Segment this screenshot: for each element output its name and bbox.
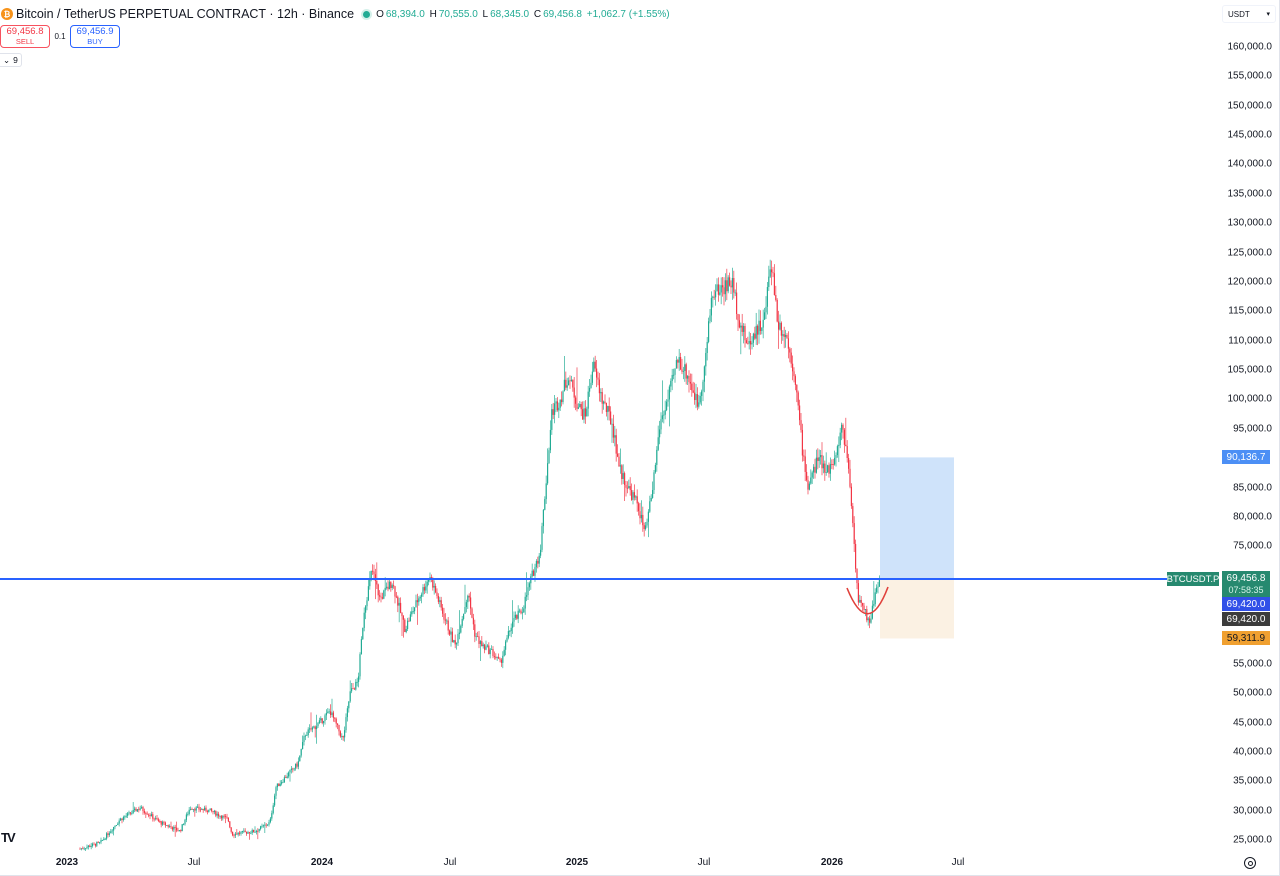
close-value: 69,456.8 xyxy=(543,8,582,20)
price-tick: 25,000.0 xyxy=(1233,834,1272,846)
change-value: +1,062.7 (+1.55%) xyxy=(586,8,670,20)
stop-zone[interactable] xyxy=(880,579,954,639)
price-tick: 160,000.0 xyxy=(1227,41,1273,53)
last-price-label: 69,456.8 xyxy=(1222,571,1270,585)
target-zone[interactable] xyxy=(880,457,954,579)
price-tick: 55,000.0 xyxy=(1233,658,1272,670)
price-tick: 125,000.0 xyxy=(1227,247,1273,259)
price-tick: 35,000.0 xyxy=(1233,775,1272,787)
buy-button[interactable]: 69,456.9 BUY xyxy=(70,25,120,48)
currency-value: USDT xyxy=(1228,9,1250,19)
indicator-count: 9 xyxy=(13,55,18,65)
time-tick: 2023 xyxy=(55,857,79,868)
time-tick: Jul xyxy=(187,857,201,868)
buy-label: BUY xyxy=(87,36,103,46)
price-tick: 115,000.0 xyxy=(1228,305,1272,317)
high-label: H xyxy=(429,8,437,20)
close-label: C xyxy=(533,8,542,20)
caret-down-icon: ▾ xyxy=(1266,11,1270,18)
sell-price: 69,456.8 xyxy=(6,25,44,37)
price-tick: 30,000.0 xyxy=(1233,805,1272,817)
price-tick: 110,000.0 xyxy=(1228,335,1272,347)
settings-icon[interactable] xyxy=(1244,857,1256,869)
time-tick: 2026 xyxy=(820,857,844,868)
time-axis[interactable]: 2023 Jul 2024 Jul 2025 Jul 2026 Jul xyxy=(0,852,1218,874)
open-value: 68,394.0 xyxy=(385,8,425,20)
price-tick: 75,000.0 xyxy=(1233,540,1272,552)
time-tick: Jul xyxy=(951,857,965,868)
price-tick: 145,000.0 xyxy=(1227,129,1273,141)
price-tick: 50,000.0 xyxy=(1233,687,1272,699)
price-tick: 155,000.0 xyxy=(1227,70,1273,82)
open-label: O xyxy=(376,8,384,20)
symbol-legend: ₿ Bitcoin / TetherUS PERPETUAL CONTRACT … xyxy=(0,5,672,23)
price-tick: 135,000.0 xyxy=(1227,188,1273,200)
line-price-label: 69,420.0 xyxy=(1222,597,1270,611)
price-tick: 85,000.0 xyxy=(1233,482,1272,494)
bar-countdown-label: 07:58:35 xyxy=(1222,583,1270,597)
quantity-value[interactable]: 0.1 xyxy=(54,32,66,41)
indicators-collapse-toggle[interactable]: ⌄ 9 xyxy=(0,53,22,67)
price-tick: 130,000.0 xyxy=(1227,217,1273,229)
time-tick: Jul xyxy=(697,857,711,868)
ohlc-values: O 68,394.0 H 70,555.0 L 68,345.0 C 69,456.8 … xyxy=(376,9,672,20)
crosshair-price-label: 69,420.0 xyxy=(1222,612,1270,626)
symbol-price-label: BTCUSDT.P xyxy=(1166,572,1220,586)
chevron-down-icon: ⌄ xyxy=(3,54,11,65)
price-tick: 100,000.0 xyxy=(1227,393,1273,405)
price-tick: 40,000.0 xyxy=(1233,746,1272,758)
price-tick: 95,000.0 xyxy=(1233,423,1272,435)
time-tick: 2025 xyxy=(565,857,589,868)
trade-panel: 69,456.8 SELL 0.1 69,456.9 BUY xyxy=(0,25,120,48)
time-tick: 2024 xyxy=(310,857,334,868)
symbol-title[interactable]: Bitcoin / TetherUS PERPETUAL CONTRACT · … xyxy=(16,7,355,21)
stop-price-label: 59,311.9 xyxy=(1222,631,1270,646)
low-label: L xyxy=(482,8,489,20)
sell-button[interactable]: 69,456.8 SELL xyxy=(0,25,50,48)
price-tick: 140,000.0 xyxy=(1227,158,1273,170)
market-status-dot xyxy=(363,10,371,18)
rounded-bottom-curve xyxy=(846,586,889,615)
bitcoin-icon: ₿ xyxy=(1,8,13,20)
tradingview-logo[interactable]: TV xyxy=(1,830,16,845)
price-chart-canvas[interactable] xyxy=(0,0,1218,852)
target-price-label: 90,136.7 xyxy=(1222,450,1270,465)
buy-price: 69,456.9 xyxy=(76,25,114,37)
price-tick: 45,000.0 xyxy=(1233,717,1272,729)
currency-select[interactable]: USDT ▾ xyxy=(1222,5,1276,23)
price-axis[interactable]: 160,000.0 155,000.0 150,000.0 145,000.0 140,… xyxy=(1218,0,1280,852)
price-tick: 80,000.0 xyxy=(1233,511,1272,523)
price-tick: 150,000.0 xyxy=(1227,100,1273,112)
price-tick: 105,000.0 xyxy=(1227,364,1273,376)
price-tick: 120,000.0 xyxy=(1227,276,1273,288)
low-value: 68,345.0 xyxy=(490,8,530,20)
time-tick: Jul xyxy=(443,857,457,868)
high-value: 70,555.0 xyxy=(438,8,478,20)
sell-label: SELL xyxy=(15,36,35,46)
